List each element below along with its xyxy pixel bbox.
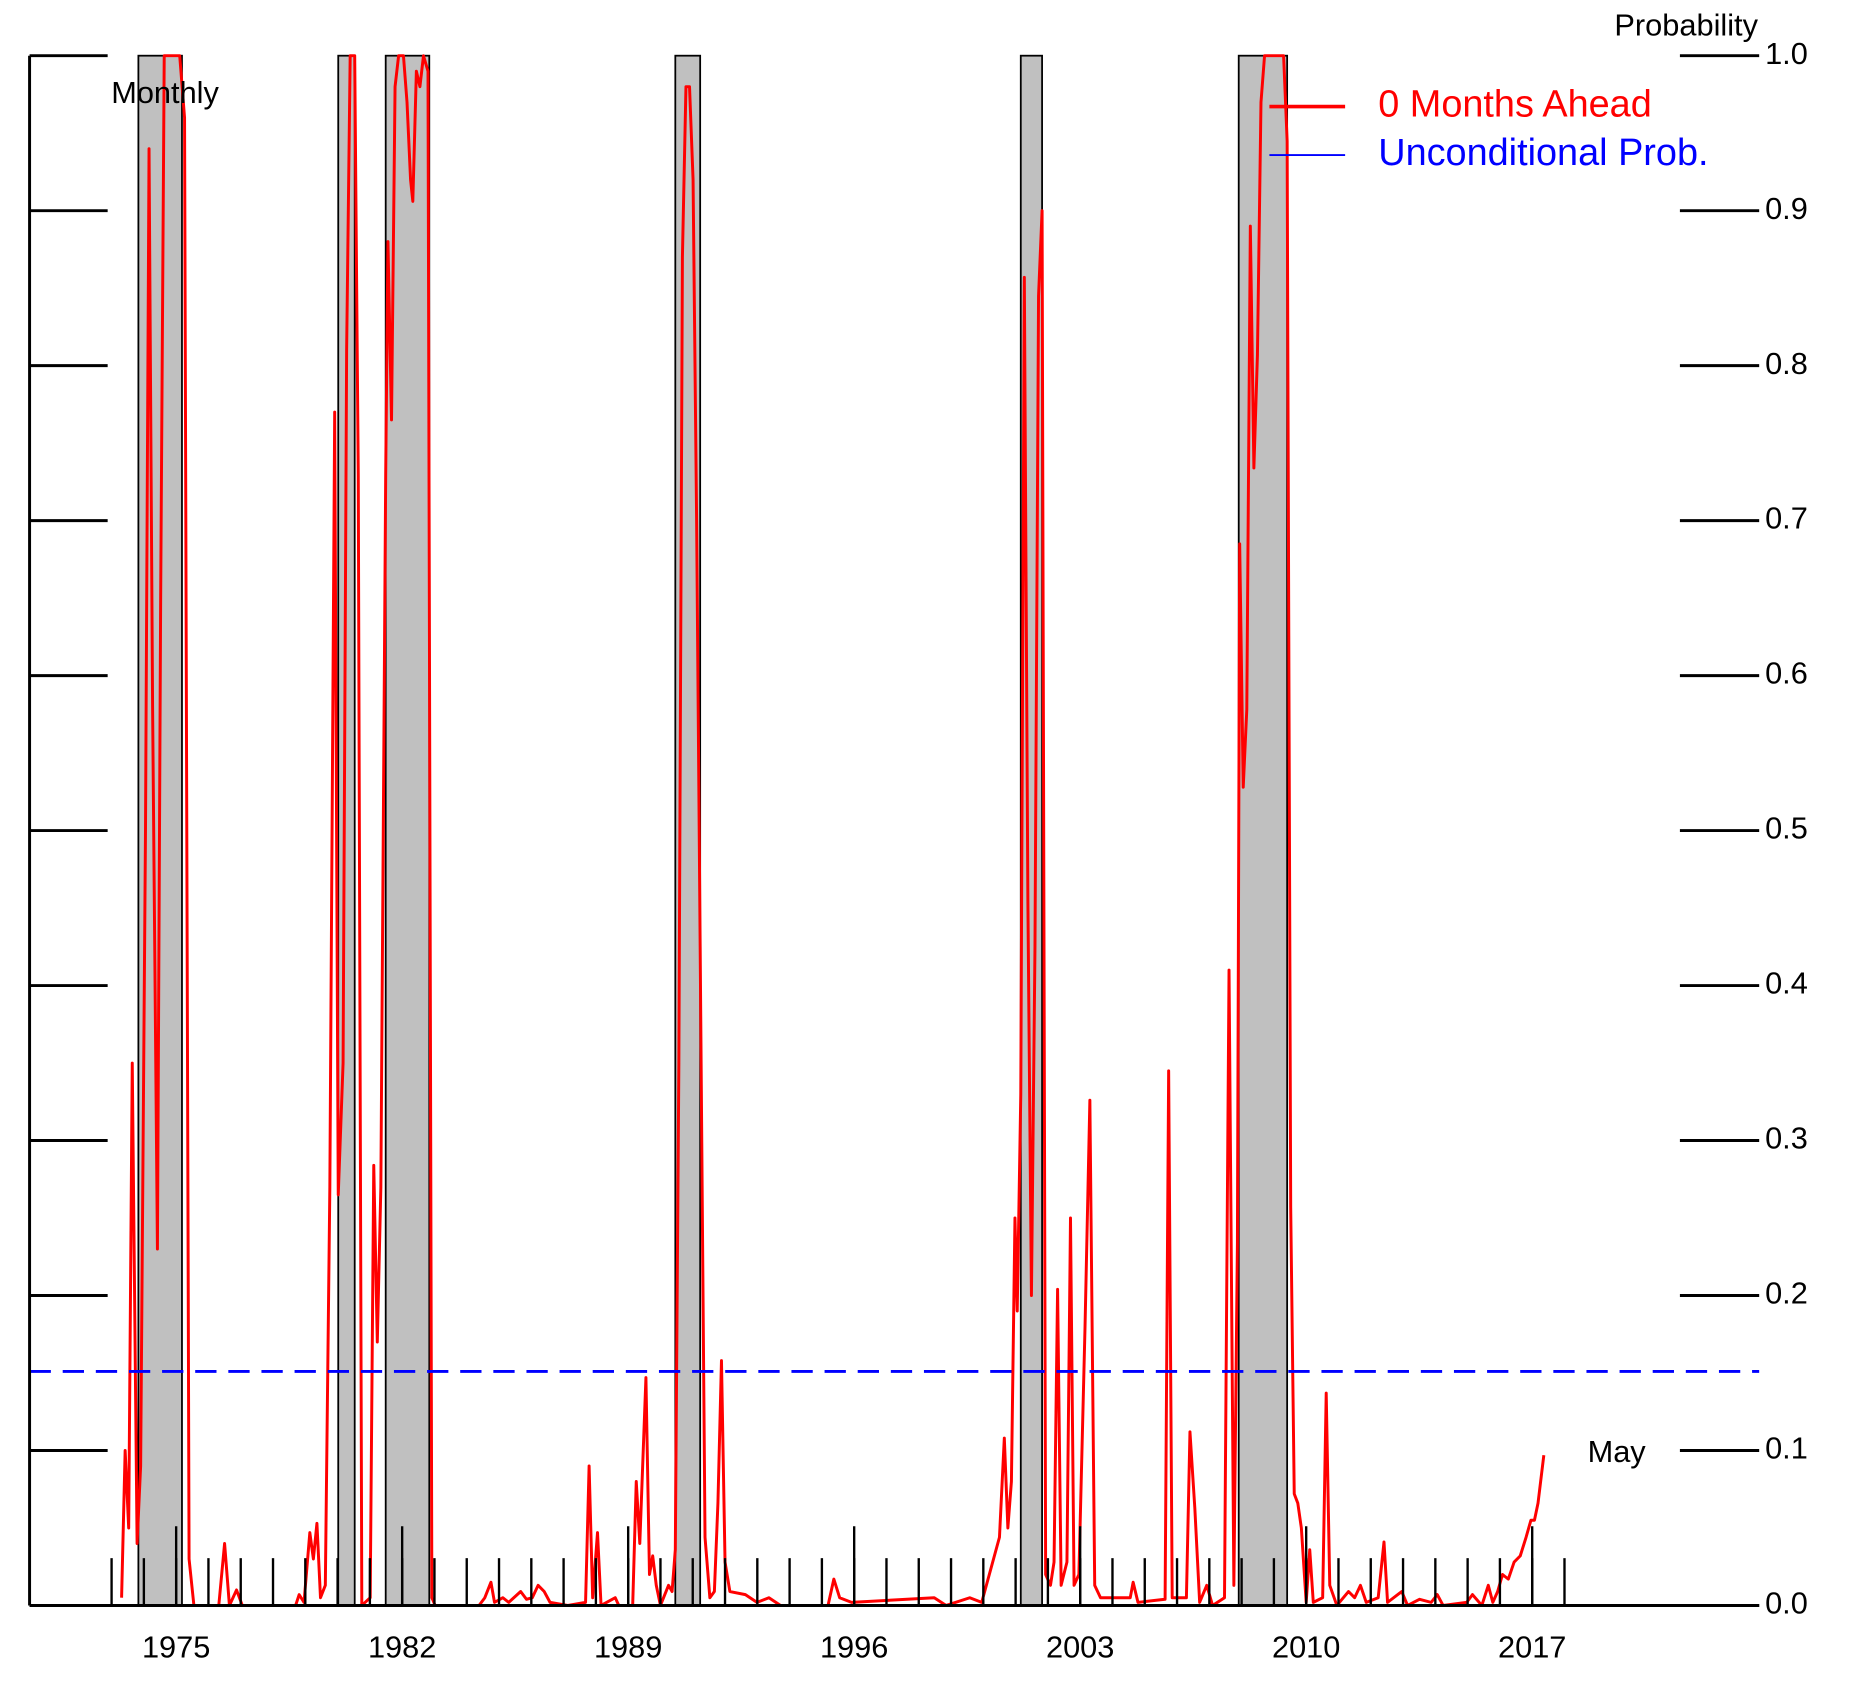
y-tick-label: 0.2: [1765, 1276, 1808, 1311]
x-tick-label: 2010: [1272, 1629, 1340, 1664]
y-axis-label: Probability: [1614, 7, 1758, 42]
x-tick-label: 1982: [368, 1629, 436, 1664]
y-tick-label: 0.4: [1765, 966, 1808, 1001]
y-tick-label: 0.3: [1765, 1121, 1808, 1156]
y-tick-label: 0.5: [1765, 811, 1808, 846]
annotation: May: [1588, 1434, 1647, 1469]
x-tick-label: 1989: [594, 1629, 662, 1664]
recession-band: [1237, 54, 1289, 1607]
legend-label: Unconditional Prob.: [1378, 132, 1708, 174]
recession-band: [384, 54, 431, 1607]
x-tick-label: 1996: [820, 1629, 888, 1664]
y-tick-label: 0.9: [1765, 191, 1808, 226]
probability-line: [120, 54, 1546, 1607]
legend-label: 0 Months Ahead: [1378, 84, 1652, 126]
y-tick-label: 0.0: [1765, 1586, 1808, 1621]
x-tick-label: 2003: [1046, 1629, 1114, 1664]
x-tick-label: 1975: [142, 1629, 210, 1664]
y-tick-label: 0.1: [1765, 1431, 1808, 1466]
annotation: Monthly: [111, 75, 219, 110]
x-tick-label: 2017: [1498, 1629, 1566, 1664]
y-tick-label: 0.8: [1765, 346, 1808, 381]
y-tick-label: 0.7: [1765, 501, 1808, 536]
y-tick-label: 1.0: [1765, 36, 1808, 71]
y-tick-label: 0.6: [1765, 656, 1808, 691]
